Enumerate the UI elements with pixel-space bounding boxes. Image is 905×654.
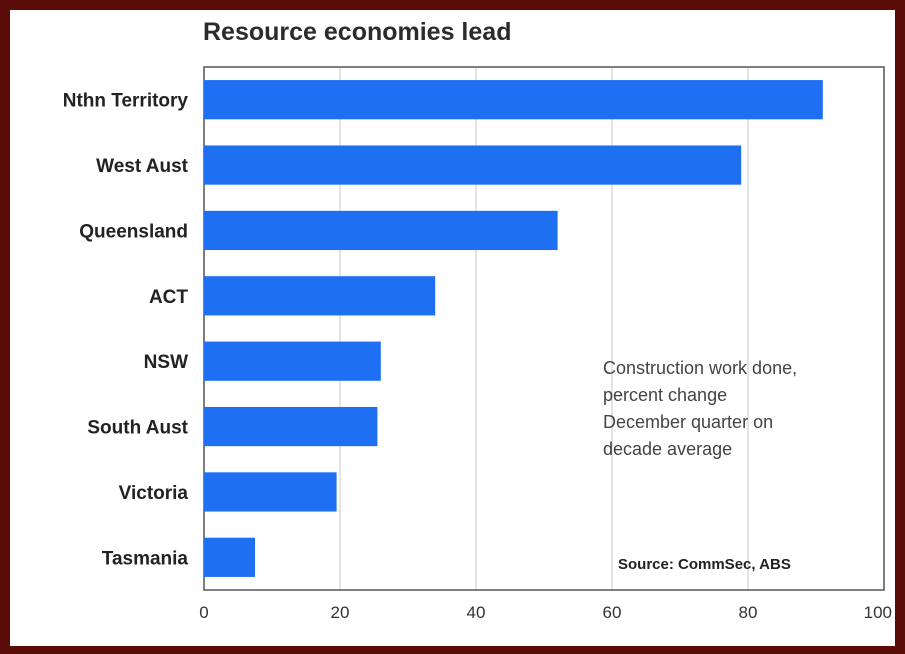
plot-area [203, 66, 885, 591]
bar [204, 472, 337, 512]
bar-chart: Resource economies lead Nthn Territory We… [63, 18, 892, 622]
bar [204, 341, 381, 381]
x-tick-label: 60 [603, 603, 622, 622]
category-label: Nthn Territory [63, 91, 189, 112]
bar [204, 537, 255, 577]
annotation-line-3: December quarter on [603, 412, 773, 432]
x-tick-label: 40 [467, 603, 486, 622]
category-label: ACT [149, 287, 188, 308]
category-label: NSW [144, 352, 188, 373]
annotation-line-1: Construction work done, [603, 358, 797, 378]
chart-title: Resource economies lead [203, 18, 511, 46]
annotation-line-2: percent change [603, 385, 727, 405]
category-label: Tasmania [102, 548, 189, 569]
category-label: Victoria [119, 483, 189, 504]
x-tick-label: 20 [331, 603, 350, 622]
annotation-line-4: decade average [603, 439, 732, 459]
category-labels: Nthn Territory West Aust Queensland ACT NSW S… [63, 91, 189, 570]
bars [204, 80, 823, 577]
category-label: Queensland [79, 221, 188, 242]
source-note: Source: CommSec, ABS [618, 556, 791, 573]
chart-frame: Resource economies lead Nthn Territory We… [10, 10, 895, 646]
bar [204, 276, 436, 316]
category-label: South Aust [87, 418, 188, 439]
bar [204, 406, 378, 447]
x-tick-label: 100 [864, 603, 892, 622]
bar [204, 210, 558, 251]
x-tick-label: 0 [199, 603, 208, 622]
x-tick-label: 80 [739, 603, 758, 622]
category-label: West Aust [96, 156, 189, 177]
bar [204, 80, 823, 120]
x-tick-labels: 0 20 40 60 80 100 [199, 603, 892, 622]
bar [204, 145, 742, 185]
